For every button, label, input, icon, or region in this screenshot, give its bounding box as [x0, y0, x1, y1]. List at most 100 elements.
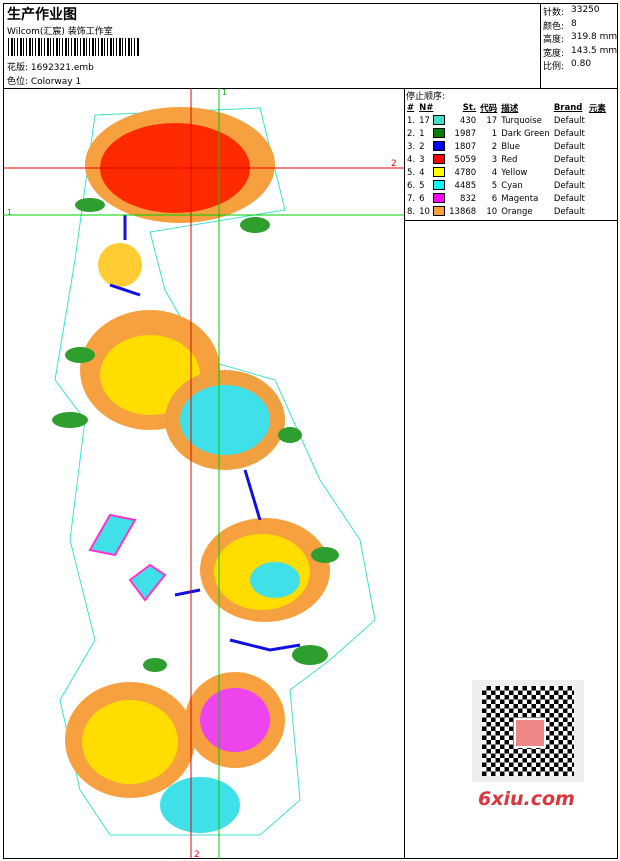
brand: Default — [553, 180, 585, 191]
column-header: 元素 — [588, 103, 606, 114]
stems — [109, 215, 301, 652]
guide-label: 2 — [391, 159, 397, 169]
color-swatch — [433, 167, 446, 178]
brand: Default — [553, 206, 585, 217]
outline — [54, 107, 376, 836]
title: 生产作业图 — [7, 7, 77, 23]
info-label: 宽度: — [543, 48, 565, 59]
needle: 10 — [417, 205, 447, 218]
row-index: 1. — [407, 115, 416, 126]
color-swatch — [433, 180, 446, 191]
needle-number: 4 — [419, 167, 425, 178]
table-row: 5. 4 4780 4 Yellow Default — [405, 166, 608, 179]
info-value: 0.80 — [571, 59, 592, 69]
colorway: 色位: Colorway 1 — [7, 77, 82, 87]
stitches: 13868 — [449, 206, 477, 217]
needle: 5 — [417, 179, 447, 192]
description: Blue — [501, 141, 520, 152]
barcode — [8, 38, 140, 56]
stitches: 1807 — [454, 141, 477, 152]
stitches: 832 — [459, 193, 477, 204]
flower-red — [85, 107, 275, 287]
company: Wilcom(汇宸) 装饰工作室 — [7, 27, 113, 37]
table-row: 8. 10 13868 10 Orange Default — [405, 205, 608, 218]
watermark: 6xiu.com — [478, 788, 575, 810]
code: 17 — [486, 115, 498, 126]
color-swatch — [433, 128, 446, 139]
guide-label: 2 — [194, 850, 200, 860]
brand: Default — [553, 167, 585, 178]
needle: 1 — [417, 127, 447, 140]
description: Yellow — [501, 167, 528, 178]
table-row: 6. 5 4485 5 Cyan Default — [405, 179, 608, 192]
stop-table-box — [404, 88, 618, 221]
needle: 17 — [417, 114, 447, 127]
row-index: 3. — [407, 141, 416, 152]
row-index: 7. — [407, 193, 416, 204]
row-index: 2. — [407, 128, 416, 139]
brand: Default — [553, 193, 585, 204]
color-swatch — [433, 193, 446, 204]
stitches: 4485 — [454, 180, 477, 191]
needle: 6 — [417, 192, 447, 205]
needle-number: 5 — [419, 180, 425, 191]
needle: 2 — [417, 140, 447, 153]
table-title: 停止顺序: — [406, 92, 446, 102]
info-value: 143.5 mm — [571, 45, 618, 56]
info-value: 319.8 mm — [571, 32, 618, 42]
needle-number: 10 — [419, 206, 430, 217]
needle-number: 2 — [419, 141, 425, 152]
color-swatch — [433, 206, 446, 217]
row-index: 8. — [407, 206, 416, 217]
info-value: 8 — [571, 18, 577, 29]
color-swatch — [433, 141, 446, 152]
qr-panel — [472, 680, 584, 782]
column-header: # — [407, 102, 415, 113]
needle-number: 6 — [419, 193, 425, 204]
brand: Default — [553, 154, 585, 165]
design-file: 花版: 1692321.emb — [7, 63, 94, 73]
guide-label: 1 — [222, 88, 227, 97]
description: Red — [501, 154, 518, 165]
needle-number: 3 — [419, 154, 425, 165]
table-row: 2. 1 1987 1 Dark Green Default — [405, 127, 608, 140]
needle: 4 — [417, 166, 447, 179]
description: Cyan — [501, 180, 523, 191]
description: Turquoise — [501, 115, 542, 126]
info-label: 针数: — [543, 8, 565, 18]
row-index: 4. — [407, 154, 416, 165]
code: 1 — [491, 128, 498, 139]
stitches: 5059 — [454, 154, 477, 165]
design-area — [3, 88, 405, 859]
column-header: St. — [462, 102, 477, 113]
column-header: Brand — [553, 102, 583, 113]
code: 5 — [491, 180, 498, 191]
code: 3 — [491, 154, 498, 165]
column-header: 代码 — [480, 103, 498, 114]
code: 6 — [491, 193, 498, 204]
flower-bottom — [65, 672, 285, 833]
stitches: 430 — [459, 115, 477, 126]
column-header: 描述 — [501, 103, 519, 114]
description: Orange — [501, 206, 533, 217]
flower-yellow-2 — [200, 518, 330, 622]
table-row: 4. 3 5059 3 Red Default — [405, 153, 608, 166]
code: 10 — [486, 206, 498, 217]
needle-number: 17 — [419, 115, 430, 126]
stitches: 1987 — [454, 128, 477, 139]
table-row: 1. 17 430 17 Turquoise Default — [405, 114, 608, 127]
stop-table: # N# St. 代码 描述 Brand 元素 1. 17 430 17 Turquoise Defau… — [405, 101, 608, 218]
guide-label: 1 — [7, 208, 12, 217]
butterflies — [88, 513, 167, 602]
description: Magenta — [501, 193, 539, 204]
leaves — [52, 198, 339, 672]
qr-logo — [514, 718, 546, 748]
info-label: 颜色: — [543, 21, 565, 32]
color-swatch — [433, 115, 446, 126]
row-index: 5. — [407, 167, 416, 178]
info-value: 33250 — [571, 5, 600, 15]
description: Dark Green — [501, 128, 550, 139]
color-swatch — [433, 154, 446, 165]
